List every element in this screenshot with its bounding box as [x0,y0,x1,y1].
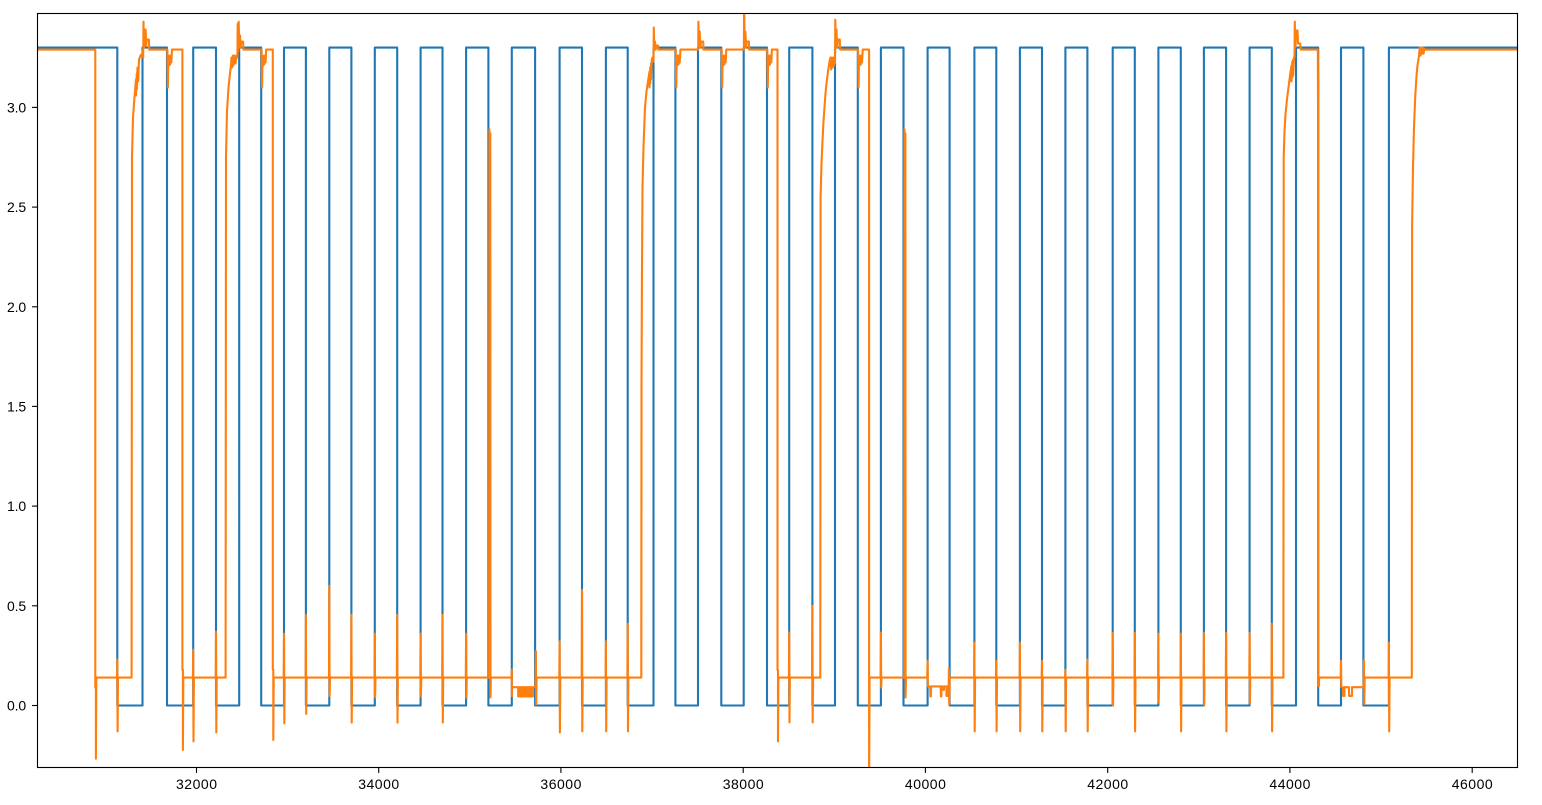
svg-text:1.5: 1.5 [7,399,26,415]
svg-text:2.5: 2.5 [7,199,26,215]
svg-text:34000: 34000 [358,776,399,792]
svg-text:2.0: 2.0 [7,299,26,315]
svg-text:32000: 32000 [176,776,217,792]
svg-text:44000: 44000 [1269,776,1310,792]
svg-text:40000: 40000 [905,776,946,792]
svg-text:46000: 46000 [1452,776,1493,792]
svg-text:0.5: 0.5 [7,598,26,614]
svg-text:38000: 38000 [723,776,764,792]
svg-text:3.0: 3.0 [7,100,26,116]
svg-text:36000: 36000 [540,776,581,792]
svg-text:1.0: 1.0 [7,498,26,514]
svg-text:42000: 42000 [1087,776,1128,792]
svg-text:0.0: 0.0 [7,698,26,714]
